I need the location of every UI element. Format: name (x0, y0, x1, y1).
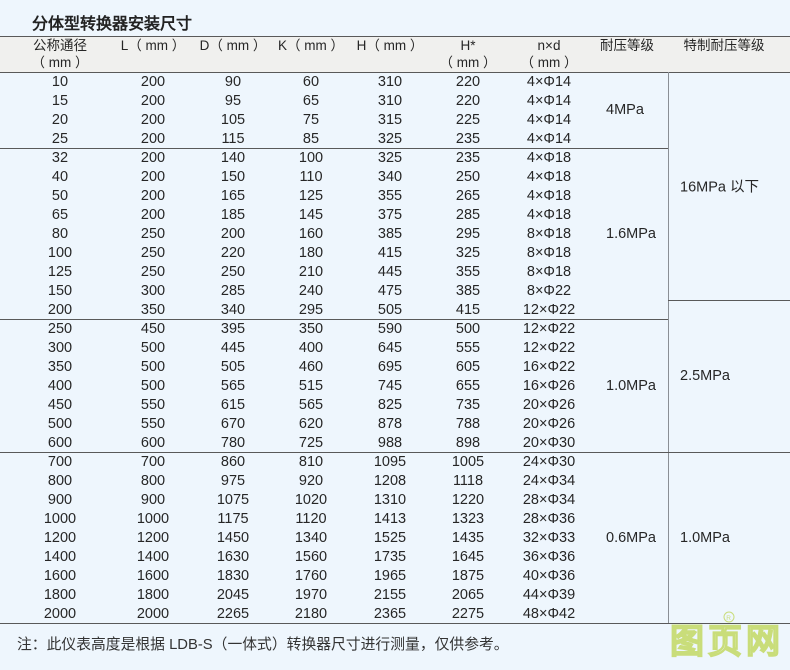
svg-text:R: R (726, 615, 731, 622)
svg-text:图页网: 图页网 (670, 623, 783, 661)
